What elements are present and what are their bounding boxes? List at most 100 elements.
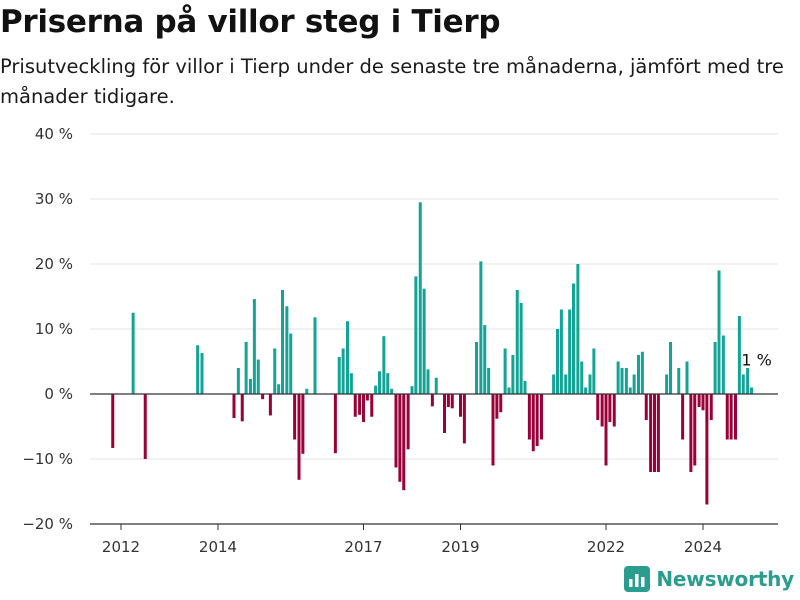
bar	[531, 394, 535, 452]
y-tick-label: 30 %	[35, 190, 73, 208]
bar	[281, 290, 285, 394]
bar	[705, 394, 709, 505]
bar	[746, 368, 750, 394]
bar	[628, 387, 632, 394]
bar	[442, 394, 446, 433]
bar	[200, 353, 204, 394]
bar	[588, 374, 592, 394]
bar	[293, 394, 297, 440]
bar	[697, 394, 701, 407]
bar	[143, 394, 147, 459]
y-tick-label: −10 %	[22, 450, 73, 468]
bar	[268, 394, 272, 416]
bar	[345, 321, 349, 394]
bar	[612, 394, 616, 427]
bar	[374, 385, 378, 394]
x-tick-label: 2017	[344, 538, 382, 556]
x-tick-label: 2019	[441, 538, 479, 556]
bar	[349, 373, 353, 394]
bar	[620, 368, 624, 394]
bar	[261, 394, 265, 400]
bar	[701, 394, 705, 411]
bar	[418, 202, 422, 394]
bar	[386, 373, 390, 394]
bar	[511, 355, 515, 394]
grid	[90, 133, 778, 460]
y-tick-label: 0 %	[44, 385, 73, 403]
bar	[713, 342, 717, 394]
bar	[709, 394, 713, 420]
bar	[410, 386, 414, 394]
bar	[527, 394, 531, 440]
bar	[475, 342, 479, 394]
y-tick-label: 20 %	[35, 255, 73, 273]
bar	[693, 394, 697, 466]
bar	[382, 336, 386, 394]
bar	[277, 384, 281, 394]
bar	[737, 316, 741, 394]
bar	[289, 333, 293, 394]
bar	[252, 299, 256, 394]
bar	[406, 394, 410, 450]
bar	[584, 387, 588, 394]
bar	[462, 394, 466, 444]
bar	[353, 394, 357, 417]
bar	[725, 394, 729, 440]
bar	[390, 388, 394, 394]
bar	[608, 394, 612, 422]
x-tick-label: 2022	[587, 538, 625, 556]
chart-subtitle: Prisutveckling för villor i Tierp under …	[0, 55, 784, 108]
bar	[515, 290, 519, 394]
bar	[592, 348, 596, 394]
bar	[665, 374, 669, 394]
bar	[576, 264, 580, 394]
bar	[434, 377, 438, 394]
bar	[333, 394, 337, 454]
bar	[459, 394, 462, 417]
bar	[365, 394, 369, 401]
bar	[733, 394, 737, 440]
bar	[507, 387, 511, 394]
bars	[111, 202, 753, 505]
y-tick-label: 40 %	[35, 125, 73, 143]
bar	[487, 368, 491, 394]
bar	[305, 388, 309, 394]
bar	[503, 348, 507, 394]
bar	[256, 359, 260, 394]
y-tick-label: −20 %	[22, 515, 73, 533]
bar	[653, 394, 656, 472]
bar	[559, 309, 563, 394]
bar	[721, 335, 725, 394]
x-tick-label: 2012	[102, 538, 140, 556]
bar	[422, 288, 426, 394]
bar	[644, 394, 648, 420]
bar	[111, 394, 115, 448]
bar	[240, 394, 244, 422]
annotations: 1 %	[741, 351, 771, 370]
bar-chart-logo-icon	[624, 566, 651, 592]
bar	[341, 348, 345, 394]
last-value-label: 1 %	[741, 351, 771, 370]
bar	[596, 394, 600, 420]
bar	[556, 329, 559, 394]
bar	[729, 394, 733, 440]
bar	[131, 312, 135, 394]
bar	[196, 345, 200, 394]
bar	[632, 374, 636, 394]
bar	[519, 303, 523, 394]
bar	[750, 387, 753, 394]
bar	[358, 394, 362, 415]
bar	[624, 368, 628, 394]
bar	[394, 394, 398, 468]
bar	[572, 283, 576, 394]
x-tick-label: 2024	[684, 538, 722, 556]
bar	[301, 394, 305, 454]
bar	[398, 394, 402, 482]
bar	[636, 355, 640, 394]
bar	[491, 394, 495, 466]
bar	[426, 369, 430, 394]
bar	[604, 394, 608, 466]
x-tick-label: 2014	[199, 538, 237, 556]
bar	[483, 325, 487, 394]
